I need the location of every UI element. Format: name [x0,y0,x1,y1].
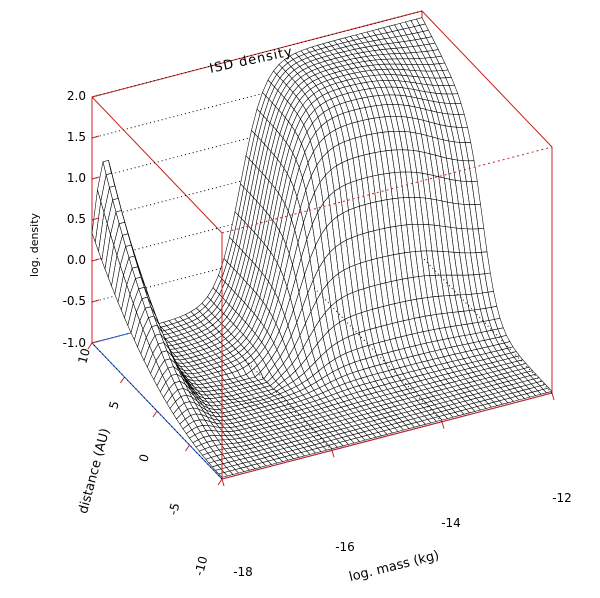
back-wall-gridline [91,10,423,98]
z-tick-label: 2.0 [67,89,86,103]
y-tick-mark [120,376,125,384]
floor-gridline [91,342,223,480]
z-tick-label: -0.5 [63,294,86,308]
x-tick-mark [441,421,445,429]
x-tick-labels: -18 -16 -14 -12 [233,491,572,579]
y-tick-labels: 10 5 0 -5 -10 [75,347,210,577]
z-tick-mark [91,135,100,139]
z-tick-mark [91,340,100,344]
z-tick-mark [91,299,100,303]
front-box-edges [221,10,553,480]
x-tick-mark [221,478,225,487]
surface-mesh [91,17,553,478]
z-tick-label: 0.5 [67,212,86,226]
floor-gridline [201,313,333,451]
box-bottom-front-edge [221,392,553,480]
y-tick-label: -5 [166,501,183,516]
y-tick-label: 10 [75,347,92,365]
floor-gridline [421,256,553,394]
x-axis-title: log. mass (kg) [348,548,441,585]
y-tick-label: 0 [136,452,152,463]
z-tick-label: 1.0 [67,171,86,185]
y-axis-title: distance (AU) [76,427,113,516]
z-tick-labels: 2.0 1.5 1.0 0.5 0.0 -0.5 -1.0 [63,89,86,350]
z-tick-label: 0.0 [67,253,86,267]
z-tick-mark [91,94,100,98]
z-tick-label: -1.0 [63,336,86,350]
box-top-right-edge [421,10,553,148]
x-tick-label: -16 [335,540,355,554]
x-tick-label: -14 [441,516,461,530]
y-tick-label: 5 [106,399,122,410]
surface-cell [542,387,553,394]
z-tick-mark [91,176,100,180]
z-axis-title: log. density [28,212,41,277]
y-tick-mark [152,410,158,418]
floor-gridline [311,285,443,423]
z-tick-label: 1.5 [67,130,86,144]
x-tick-label: -18 [233,565,253,579]
axis-ticks [87,94,555,487]
z-tick-mark [91,217,100,221]
x-tick-label: -12 [552,491,572,505]
y-tick-mark [185,444,190,452]
x-tick-mark [331,450,335,458]
y-tick-mark [87,342,93,350]
z-tick-mark [91,258,100,262]
box-top-left-edge [91,96,223,234]
y-tick-label: -10 [192,555,211,578]
box-top-front-edge [221,146,553,234]
y-tick-mark [217,478,223,486]
x-tick-mark [551,392,555,401]
